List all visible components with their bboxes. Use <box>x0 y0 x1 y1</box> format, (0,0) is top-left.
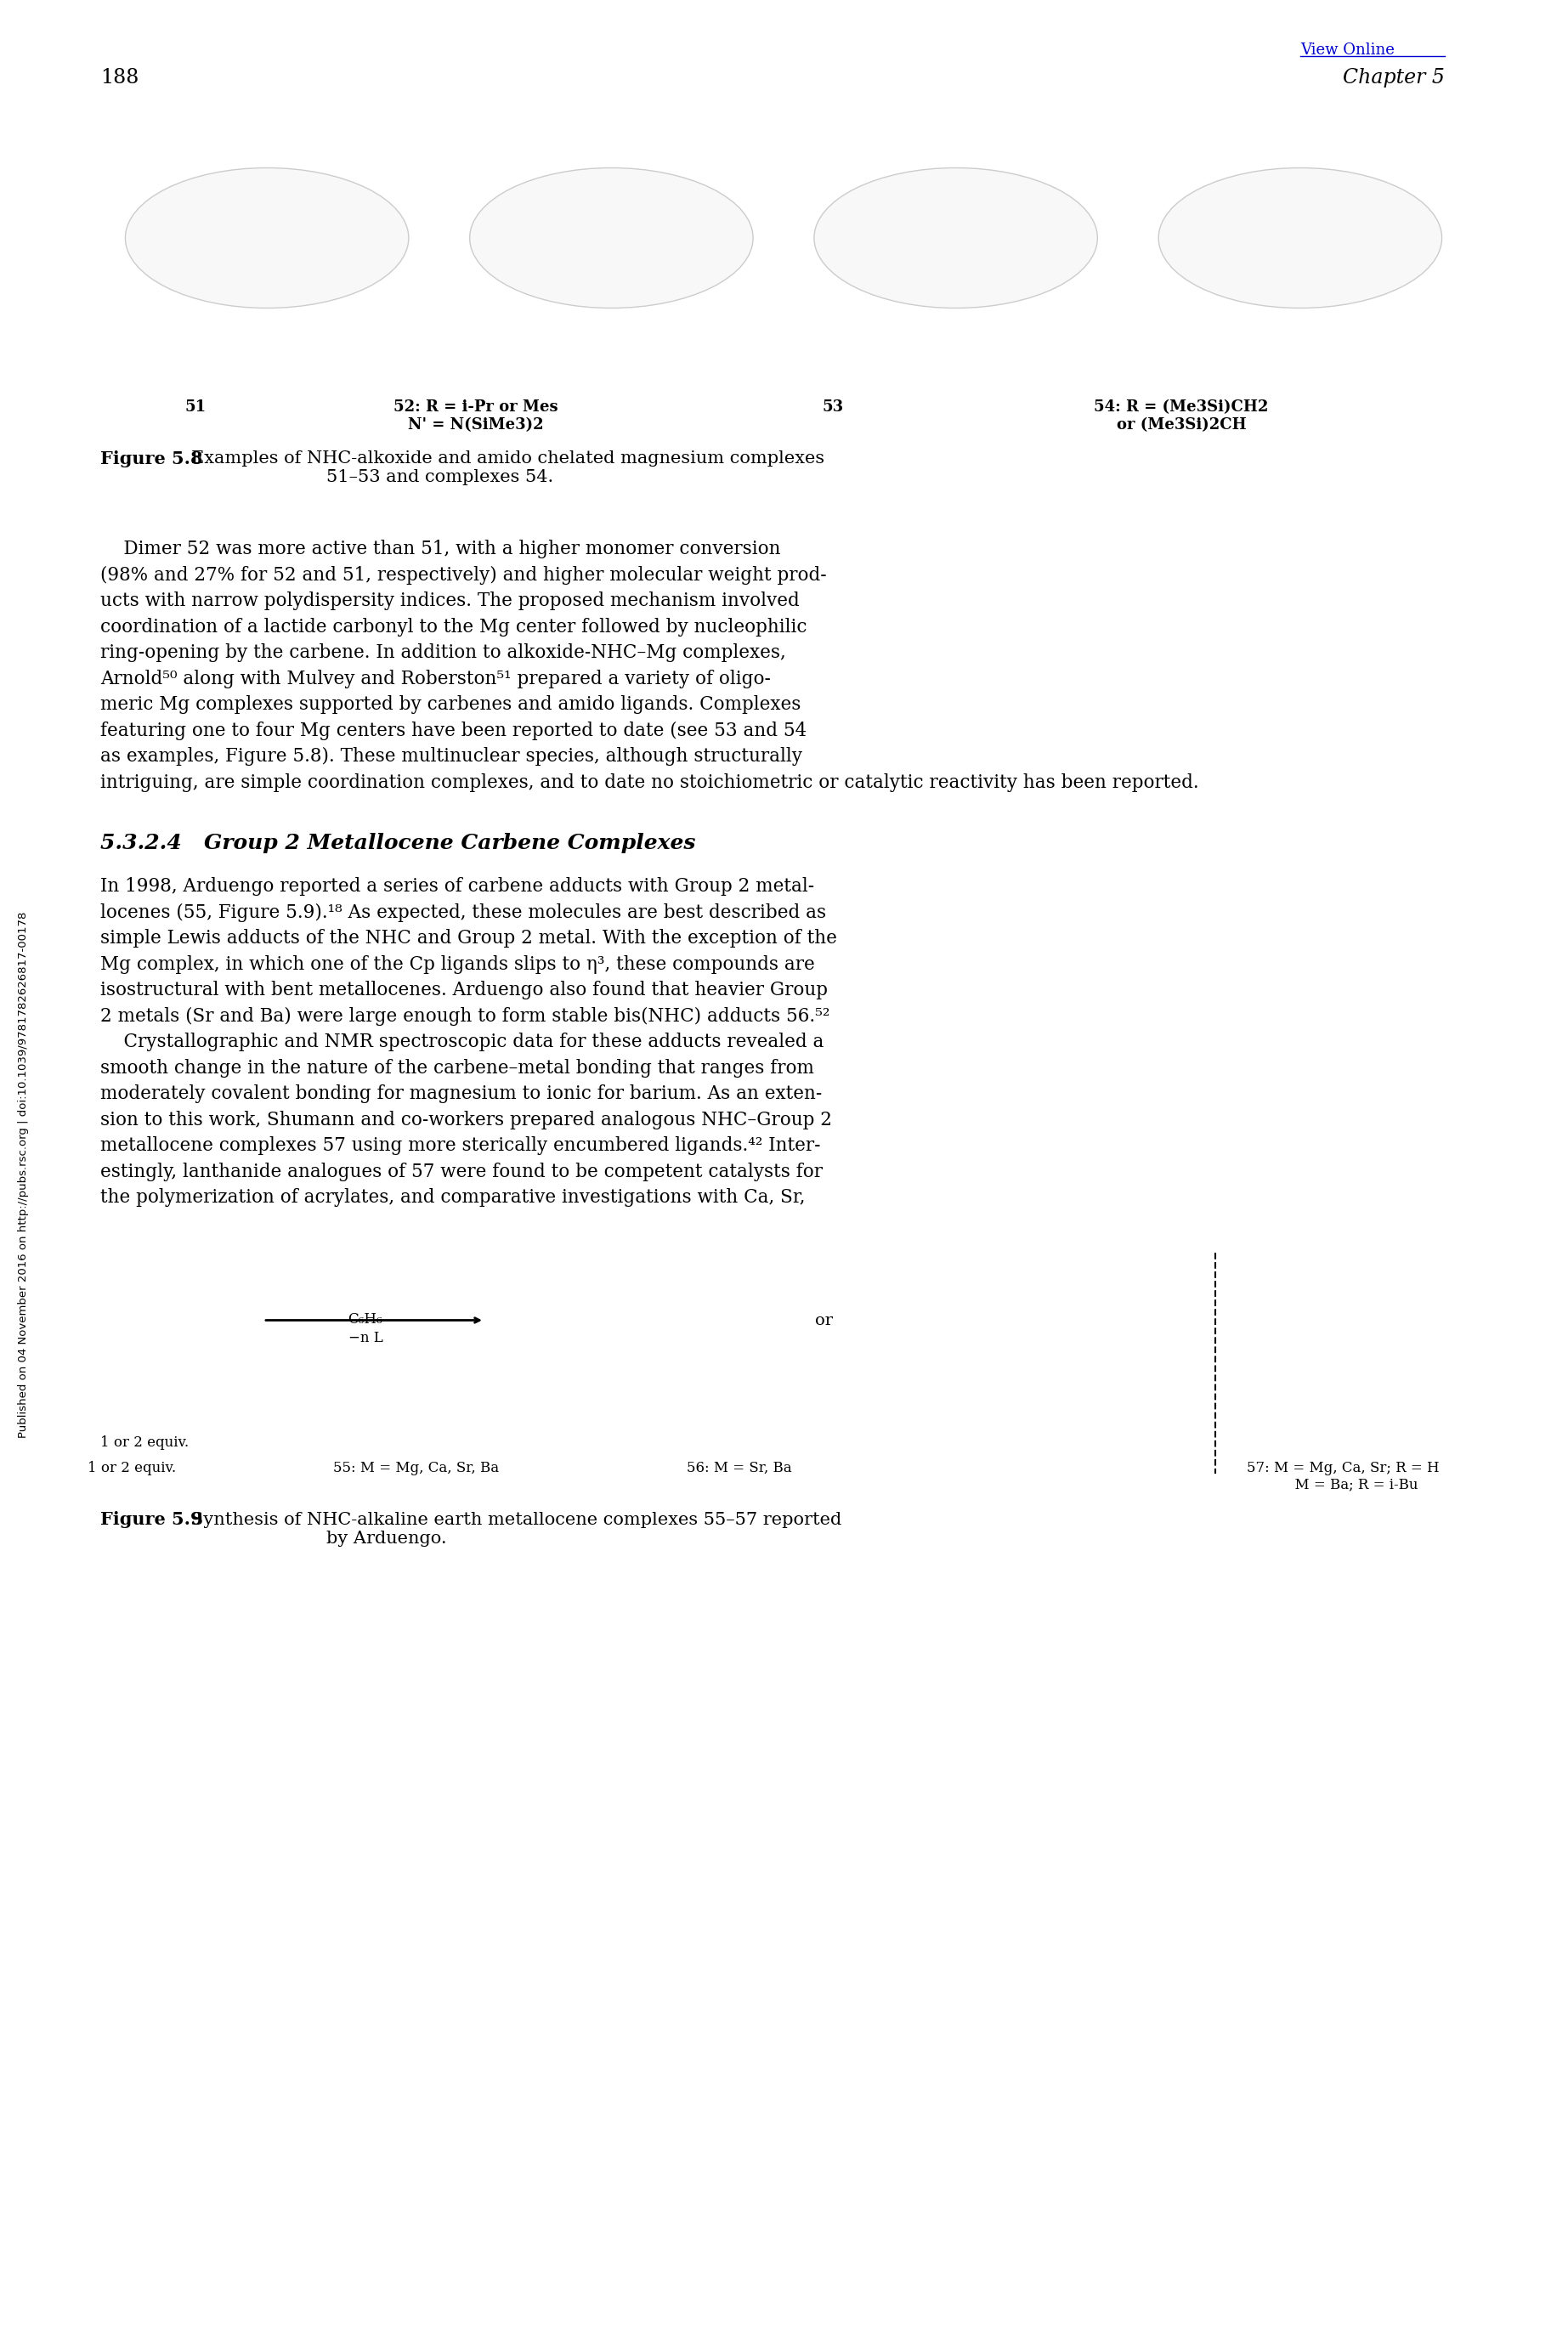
Text: ring-opening by the carbene. In addition to alkoxide-NHC–Mg complexes,: ring-opening by the carbene. In addition… <box>100 644 786 662</box>
Text: Figure 5.8: Figure 5.8 <box>100 451 202 467</box>
Ellipse shape <box>814 167 1098 308</box>
Text: intriguing, are simple coordination complexes, and to date no stoichiometric or : intriguing, are simple coordination comp… <box>100 773 1200 792</box>
Text: Synthesis of NHC-alkaline earth metallocene complexes 55–57 reported
           : Synthesis of NHC-alkaline earth metalloc… <box>191 1510 842 1546</box>
Text: Arnold⁵⁰ along with Mulvey and Roberston⁵¹ prepared a variety of oligo-: Arnold⁵⁰ along with Mulvey and Roberston… <box>100 669 771 688</box>
Text: 52: R = i-Pr or Mes
N' = N(SiMe3)2: 52: R = i-Pr or Mes N' = N(SiMe3)2 <box>394 399 558 432</box>
Text: metallocene complexes 57 using more sterically encumbered ligands.⁴² Inter-: metallocene complexes 57 using more ster… <box>100 1137 820 1156</box>
Text: Examples of NHC-alkoxide and amido chelated magnesium complexes
                : Examples of NHC-alkoxide and amido chela… <box>191 451 825 486</box>
Text: Crystallographic and NMR spectroscopic data for these adducts revealed a: Crystallographic and NMR spectroscopic d… <box>100 1034 823 1052</box>
Text: −n L: −n L <box>348 1330 383 1346</box>
Text: isostructural with bent metallocenes. Arduengo also found that heavier Group: isostructural with bent metallocenes. Ar… <box>100 982 828 998</box>
Text: 5.3.2.4   Group 2 Metallocene Carbene Complexes: 5.3.2.4 Group 2 Metallocene Carbene Comp… <box>100 834 696 853</box>
Text: featuring one to four Mg centers have been reported to date (see 53 and 54: featuring one to four Mg centers have be… <box>100 721 806 740</box>
Text: 51: 51 <box>185 399 205 416</box>
Ellipse shape <box>1159 167 1443 308</box>
Ellipse shape <box>470 167 753 308</box>
Text: moderately covalent bonding for magnesium to ionic for barium. As an exten-: moderately covalent bonding for magnesiu… <box>100 1085 822 1104</box>
Text: or: or <box>815 1313 833 1327</box>
Text: 57: M = Mg, Ca, Sr; R = H
      M = Ba; R = i-Bu: 57: M = Mg, Ca, Sr; R = H M = Ba; R = i-… <box>1247 1461 1439 1492</box>
Text: 2 metals (Sr and Ba) were large enough to form stable bis(NHC) adducts 56.⁵²: 2 metals (Sr and Ba) were large enough t… <box>100 1008 829 1027</box>
Text: sion to this work, Shumann and co-workers prepared analogous NHC–Group 2: sion to this work, Shumann and co-worker… <box>100 1111 833 1130</box>
Text: 188: 188 <box>100 68 140 87</box>
Text: simple Lewis adducts of the NHC and Group 2 metal. With the exception of the: simple Lewis adducts of the NHC and Grou… <box>100 928 837 947</box>
Text: coordination of a lactide carbonyl to the Mg center followed by nucleophilic: coordination of a lactide carbonyl to th… <box>100 618 808 637</box>
Text: the polymerization of acrylates, and comparative investigations with Ca, Sr,: the polymerization of acrylates, and com… <box>100 1189 806 1207</box>
Text: 53: 53 <box>822 399 844 416</box>
Text: Published on 04 November 2016 on http://pubs.rsc.org | doi:10.1039/9781782626817: Published on 04 November 2016 on http://… <box>19 911 30 1438</box>
Text: Chapter 5: Chapter 5 <box>1342 68 1444 87</box>
Text: as examples, Figure 5.8). These multinuclear species, although structurally: as examples, Figure 5.8). These multinuc… <box>100 747 803 766</box>
Ellipse shape <box>125 167 409 308</box>
Text: ucts with narrow polydispersity indices. The proposed mechanism involved: ucts with narrow polydispersity indices.… <box>100 592 800 611</box>
Text: Figure 5.9: Figure 5.9 <box>100 1510 202 1529</box>
Text: C₆H₆: C₆H₆ <box>348 1311 383 1327</box>
Text: meric Mg complexes supported by carbenes and amido ligands. Complexes: meric Mg complexes supported by carbenes… <box>100 695 801 714</box>
Text: Mg complex, in which one of the Cp ligands slips to η³, these compounds are: Mg complex, in which one of the Cp ligan… <box>100 954 815 972</box>
Text: estingly, lanthanide analogues of 57 were found to be competent catalysts for: estingly, lanthanide analogues of 57 wer… <box>100 1163 823 1182</box>
Text: Dimer 52 was more active than 51, with a higher monomer conversion: Dimer 52 was more active than 51, with a… <box>100 540 781 559</box>
Text: 1 or 2 equiv.: 1 or 2 equiv. <box>88 1461 176 1475</box>
Text: smooth change in the nature of the carbene–metal bonding that ranges from: smooth change in the nature of the carbe… <box>100 1059 814 1078</box>
Text: View Online: View Online <box>1300 42 1394 59</box>
Text: 54: R = (Me3Si)CH2
or (Me3Si)2CH: 54: R = (Me3Si)CH2 or (Me3Si)2CH <box>1094 399 1269 432</box>
Text: In 1998, Arduengo reported a series of carbene adducts with Group 2 metal-: In 1998, Arduengo reported a series of c… <box>100 876 814 895</box>
Text: (98% and 27% for 52 and 51, respectively) and higher molecular weight prod-: (98% and 27% for 52 and 51, respectively… <box>100 566 826 585</box>
Text: 56: M = Sr, Ba: 56: M = Sr, Ba <box>687 1461 792 1475</box>
Text: 55: M = Mg, Ca, Sr, Ba: 55: M = Mg, Ca, Sr, Ba <box>334 1461 499 1475</box>
Text: 1 or 2 equiv.: 1 or 2 equiv. <box>100 1435 188 1449</box>
Text: locenes (55, Figure 5.9).¹⁸ As expected, these molecules are best described as: locenes (55, Figure 5.9).¹⁸ As expected,… <box>100 902 826 921</box>
